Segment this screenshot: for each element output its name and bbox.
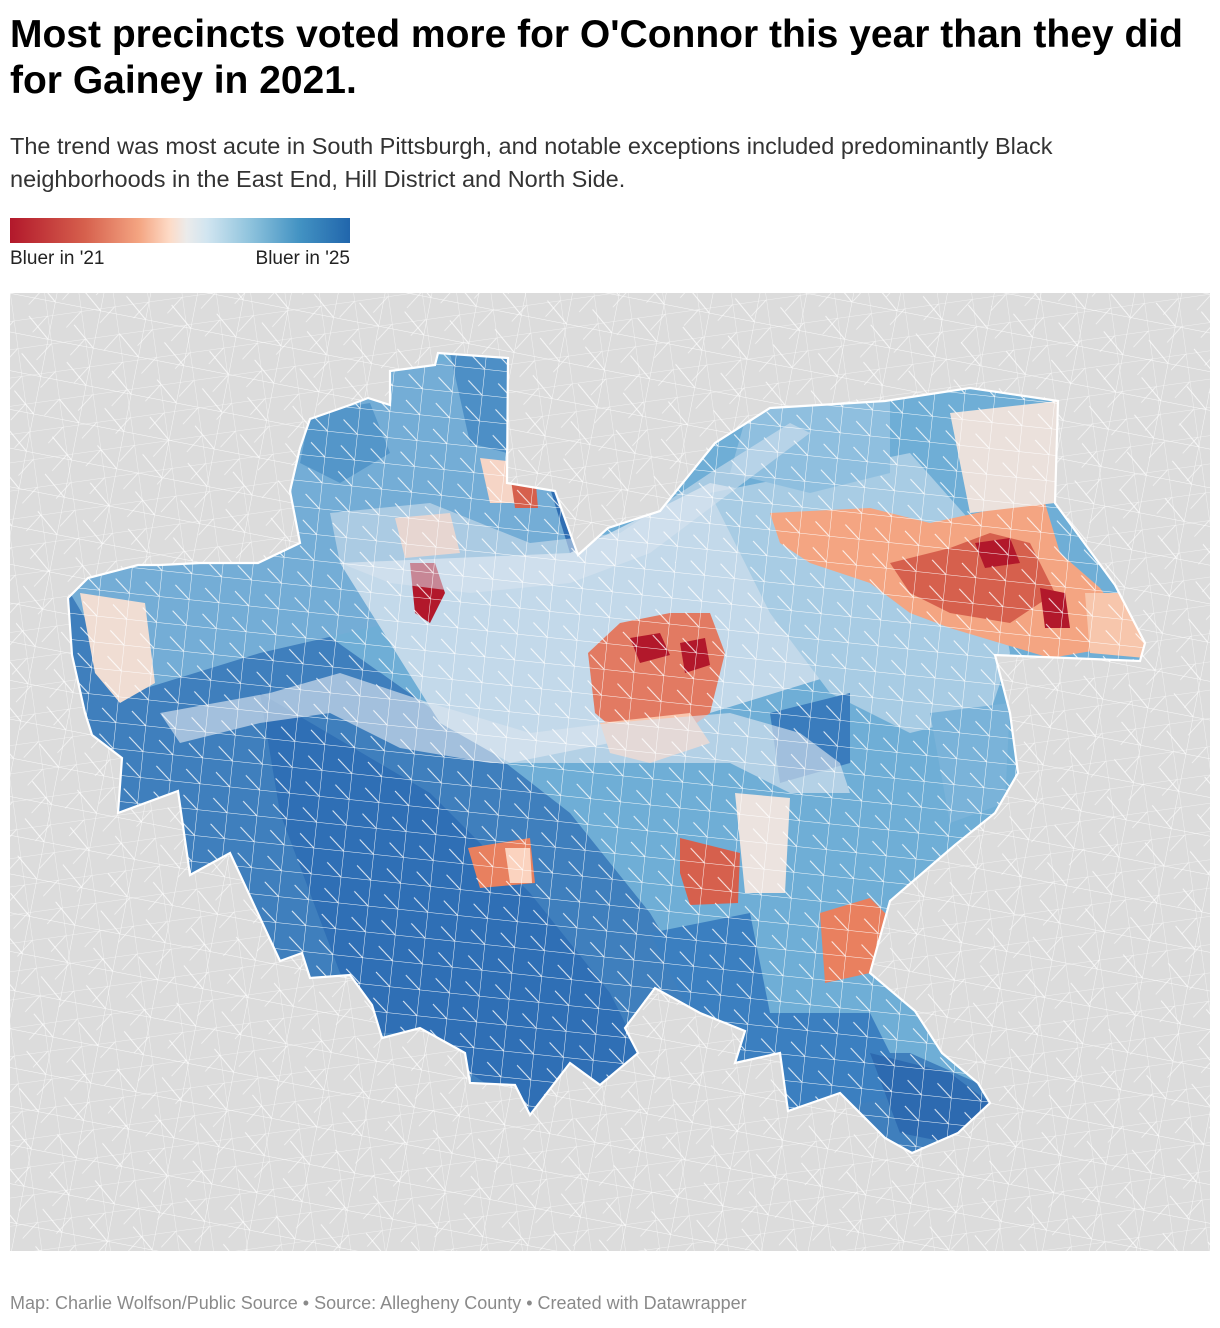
precinct-map[interactable] [10, 293, 1210, 1251]
source-credit: Map: Charlie Wolfson/Public Source • Sou… [10, 1293, 747, 1313]
chart-title: Most precincts voted more for O'Connor t… [10, 13, 1183, 102]
chart-subtitle: The trend was most acute in South Pittsb… [10, 133, 1053, 192]
color-legend: Bluer in '21 Bluer in '25 [10, 218, 350, 274]
map-svg [10, 293, 1210, 1251]
legend-low-label: Bluer in '21 [10, 248, 105, 269]
legend-high-label: Bluer in '25 [255, 248, 350, 269]
legend-gradient-bar [10, 218, 350, 243]
